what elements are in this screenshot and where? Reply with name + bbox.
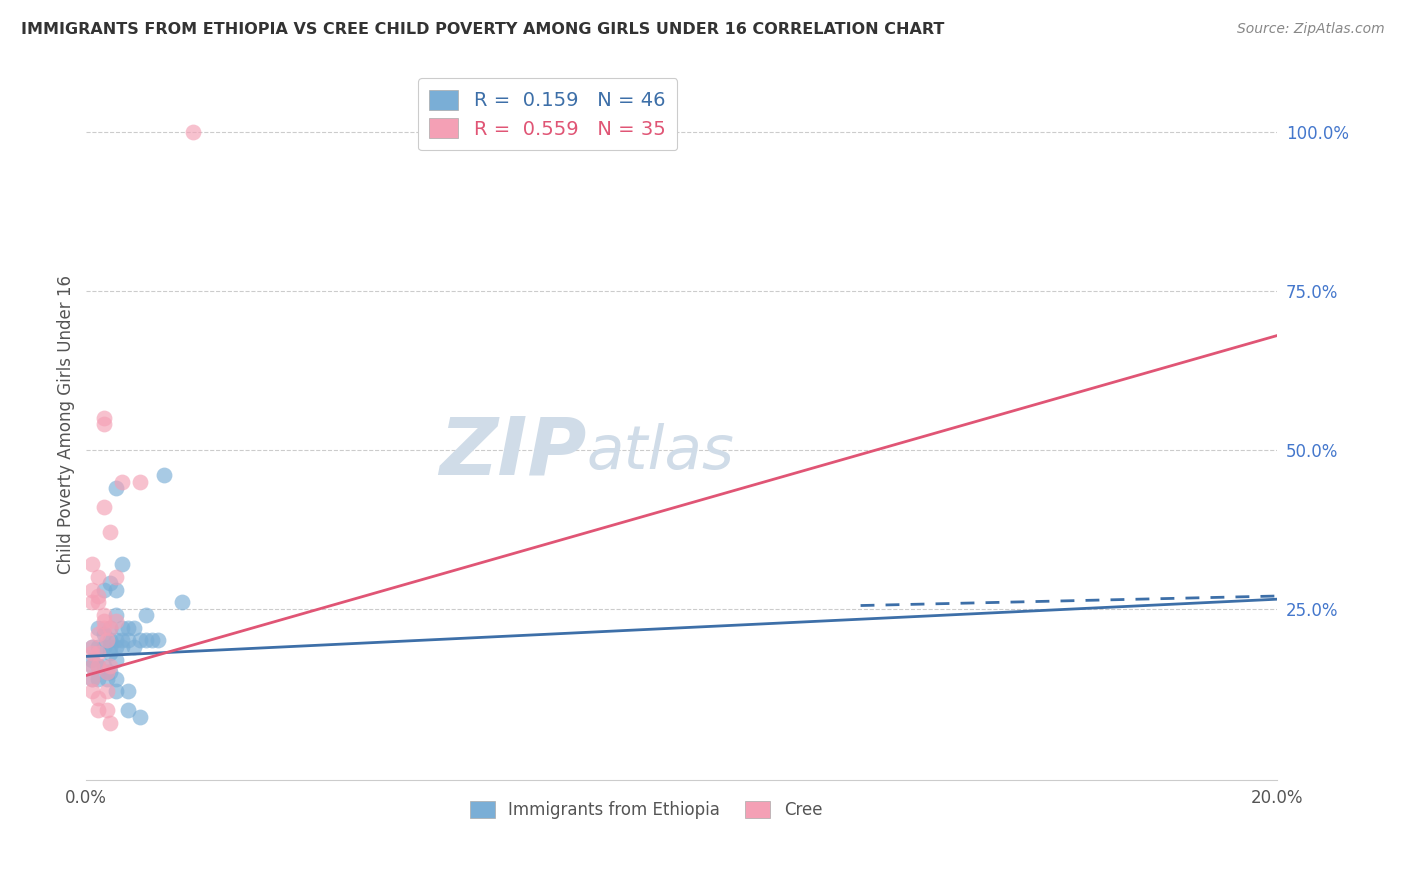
Point xyxy=(128,633,150,648)
Text: ZIP: ZIP xyxy=(439,414,586,491)
Point xyxy=(87,703,110,717)
Point xyxy=(82,640,104,654)
Point xyxy=(87,589,110,603)
Point xyxy=(128,475,150,489)
Point xyxy=(82,582,104,597)
Legend: Immigrants from Ethiopia, Cree: Immigrants from Ethiopia, Cree xyxy=(464,794,830,825)
Point xyxy=(93,659,115,673)
Text: Source: ZipAtlas.com: Source: ZipAtlas.com xyxy=(1237,22,1385,37)
Point xyxy=(98,665,121,680)
Point xyxy=(135,633,157,648)
Point xyxy=(82,646,104,660)
Point xyxy=(135,608,157,623)
Point xyxy=(117,621,139,635)
Text: atlas: atlas xyxy=(586,424,734,483)
Point xyxy=(87,659,110,673)
Point xyxy=(98,646,121,660)
Point xyxy=(105,608,128,623)
Point xyxy=(152,468,174,483)
Point xyxy=(87,570,110,584)
Point xyxy=(96,672,118,686)
Point xyxy=(98,640,121,654)
Y-axis label: Child Poverty Among Girls Under 16: Child Poverty Among Girls Under 16 xyxy=(58,275,75,574)
Point xyxy=(146,633,169,648)
Point xyxy=(98,621,121,635)
Text: IMMIGRANTS FROM ETHIOPIA VS CREE CHILD POVERTY AMONG GIRLS UNDER 16 CORRELATION : IMMIGRANTS FROM ETHIOPIA VS CREE CHILD P… xyxy=(21,22,945,37)
Point xyxy=(111,558,134,572)
Point xyxy=(82,652,104,666)
Point xyxy=(122,640,145,654)
Point xyxy=(96,665,118,680)
Point xyxy=(122,621,145,635)
Point xyxy=(117,684,139,698)
Point xyxy=(93,627,115,641)
Point xyxy=(87,646,110,660)
Point xyxy=(98,621,121,635)
Point xyxy=(98,633,121,648)
Point xyxy=(105,684,128,698)
Point xyxy=(105,570,128,584)
Point xyxy=(105,481,128,495)
Point xyxy=(87,672,110,686)
Point xyxy=(87,690,110,705)
Point xyxy=(183,125,205,139)
Point xyxy=(87,627,110,641)
Point xyxy=(105,633,128,648)
Point xyxy=(117,703,139,717)
Point xyxy=(111,475,134,489)
Point xyxy=(105,615,128,629)
Point xyxy=(111,633,134,648)
Point xyxy=(96,684,118,698)
Point xyxy=(93,411,115,425)
Point xyxy=(105,672,128,686)
Point xyxy=(82,684,104,698)
Point xyxy=(93,640,115,654)
Point xyxy=(170,595,193,609)
Point xyxy=(82,659,104,673)
Point xyxy=(111,621,134,635)
Point xyxy=(93,582,115,597)
Point xyxy=(117,633,139,648)
Point xyxy=(93,608,115,623)
Point xyxy=(87,640,110,654)
Point xyxy=(128,710,150,724)
Point xyxy=(87,595,110,609)
Point xyxy=(98,576,121,591)
Point xyxy=(82,659,104,673)
Point xyxy=(105,640,128,654)
Point xyxy=(82,595,104,609)
Point xyxy=(141,633,163,648)
Point xyxy=(96,703,118,717)
Point xyxy=(98,525,121,540)
Point xyxy=(96,633,118,648)
Point xyxy=(96,665,118,680)
Point xyxy=(82,672,104,686)
Point xyxy=(93,500,115,514)
Point xyxy=(98,716,121,731)
Point xyxy=(87,621,110,635)
Point xyxy=(93,621,115,635)
Point xyxy=(93,417,115,432)
Point xyxy=(105,652,128,666)
Point xyxy=(82,558,104,572)
Point xyxy=(87,659,110,673)
Point xyxy=(82,640,104,654)
Point xyxy=(105,582,128,597)
Point xyxy=(82,672,104,686)
Point xyxy=(93,615,115,629)
Point xyxy=(111,640,134,654)
Point xyxy=(98,659,121,673)
